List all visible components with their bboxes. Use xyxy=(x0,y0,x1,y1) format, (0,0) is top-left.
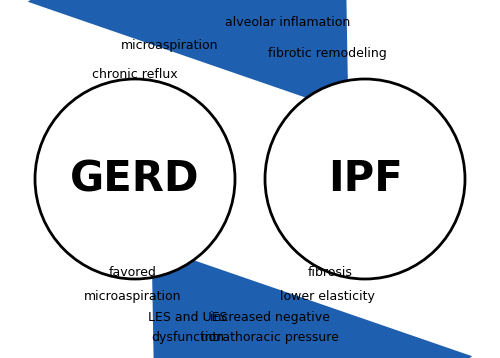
Text: fibrosis: fibrosis xyxy=(308,266,352,279)
Text: microaspiration: microaspiration xyxy=(121,39,219,52)
Text: microaspiration: microaspiration xyxy=(84,290,181,303)
Text: dysfunction: dysfunction xyxy=(151,332,224,344)
Text: alveolar inflamation: alveolar inflamation xyxy=(225,16,350,29)
Ellipse shape xyxy=(35,79,235,279)
Text: intrathoracic pressure: intrathoracic pressure xyxy=(201,332,339,344)
Text: fibrotic remodeling: fibrotic remodeling xyxy=(268,47,387,59)
Text: LES and UES: LES and UES xyxy=(148,311,227,324)
Text: chronic reflux: chronic reflux xyxy=(92,68,178,81)
Ellipse shape xyxy=(265,79,465,279)
Text: favored: favored xyxy=(108,266,156,279)
Text: increased negative: increased negative xyxy=(210,311,330,324)
Text: IPF: IPF xyxy=(328,158,402,200)
Text: GERD: GERD xyxy=(70,158,200,200)
Text: lower elasticity: lower elasticity xyxy=(280,290,375,303)
